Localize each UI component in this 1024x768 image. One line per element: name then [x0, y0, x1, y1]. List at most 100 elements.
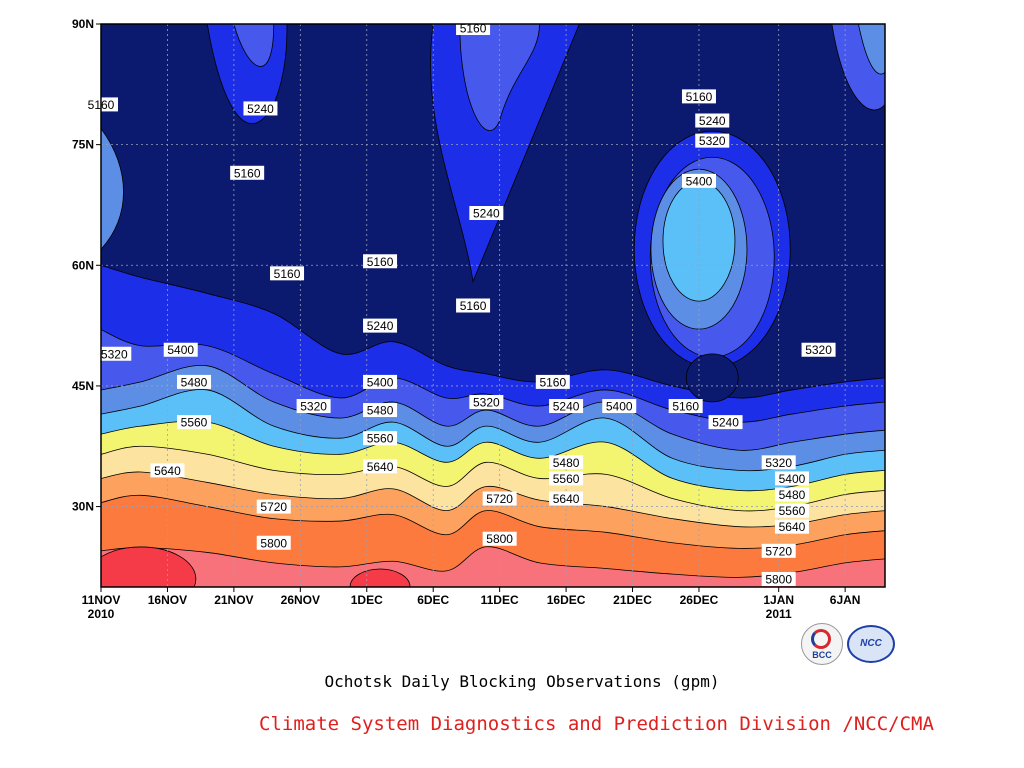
contour-label-box: [97, 346, 132, 361]
contour-label-text: 5480: [779, 488, 806, 502]
contour-label-5320: 5320: [695, 133, 730, 148]
isoline-5480: [101, 420, 885, 492]
contour-label-text: 5240: [473, 207, 500, 221]
contour-label-box: [549, 491, 584, 506]
isoline-5640: [101, 471, 885, 528]
isoline-5320: [101, 364, 885, 451]
contour-label-5800: 5800: [761, 571, 796, 586]
contour-label-5320: 5320: [801, 342, 836, 357]
contour-label-text: 5640: [553, 492, 580, 506]
y-tick-label: 90N: [72, 17, 94, 31]
contour-label-text: 5640: [154, 464, 181, 478]
contour-label-5640: 5640: [549, 491, 584, 506]
contour-label-5320: 5320: [761, 455, 796, 470]
contour-label-text: 5800: [765, 572, 792, 586]
warm-core-2: [349, 568, 411, 587]
contour-label-text: 5400: [606, 400, 633, 414]
ncc-logo-text: NCC: [860, 638, 882, 649]
contour-label-box: [774, 503, 809, 518]
contour-label-5160: 5160: [456, 21, 491, 36]
bcc-logo: BCC: [801, 623, 843, 665]
contour-label-text: 5720: [260, 500, 287, 514]
contour-label-box: [177, 415, 212, 430]
contour-label-text: 5480: [181, 375, 208, 389]
contour-label-5560: 5560: [363, 431, 398, 446]
contour-label-text: 5240: [553, 400, 580, 414]
x-tick-sublabel: 2011: [766, 607, 792, 621]
grid-lines: [101, 24, 885, 587]
contour-label-box: [681, 89, 716, 104]
isoline-5400: [101, 389, 885, 472]
contour-label-5560: 5560: [549, 471, 584, 486]
contour-label-text: 5400: [167, 343, 194, 357]
y-tick-label: 75N: [72, 138, 94, 152]
contour-label-5720: 5720: [256, 499, 291, 514]
contour-label-box: [535, 374, 570, 389]
contour-label-box: [482, 531, 517, 546]
contour-label-box: [363, 254, 398, 269]
contour-label-text: 5320: [300, 400, 327, 414]
x-tick-label: 11NOV: [82, 593, 121, 607]
contour-label-5400: 5400: [681, 173, 716, 188]
contour-label-5240: 5240: [243, 101, 278, 116]
contour-label-text: 5640: [367, 460, 394, 474]
y-axis: 30N 45N 60N 75N 90N: [72, 17, 101, 514]
contour-label-box: [230, 165, 265, 180]
contour-label-5240: 5240: [708, 415, 743, 430]
contour-label-box: [363, 459, 398, 474]
contour-label-box: [363, 431, 398, 446]
contour-label-text: 5160: [460, 22, 487, 36]
contour-label-box: [761, 455, 796, 470]
contour-label-box: [695, 133, 730, 148]
contour-label-text: 5160: [672, 400, 699, 414]
contour-label-box: [549, 471, 584, 486]
bcc-logo-text: BCC: [812, 650, 832, 660]
contour-label-5160: 5160: [230, 165, 265, 180]
contour-label-box: [256, 535, 291, 550]
contour-label-text: 5160: [234, 166, 261, 180]
contour-label-5160: 5160: [270, 266, 305, 281]
contour-label-5400: 5400: [163, 342, 198, 357]
contour-label-5400: 5400: [774, 471, 809, 486]
y-tick-label: 60N: [72, 258, 94, 272]
contour-label-box: [469, 395, 504, 410]
contour-label-box: [256, 499, 291, 514]
contour-label-text: 5320: [805, 343, 832, 357]
contour-label-box: [549, 399, 584, 414]
contour-label-5320: 5320: [469, 395, 504, 410]
contour-label-5480: 5480: [177, 374, 212, 389]
contour-label-text: 5800: [486, 532, 513, 546]
isoline-5560: [101, 445, 885, 512]
bcc-swirl-icon: [811, 629, 831, 649]
contour-label-box: [150, 463, 185, 478]
contour-label-text: 5160: [686, 90, 713, 104]
contour-label-5640: 5640: [774, 519, 809, 534]
contour-label-text: 5480: [553, 456, 580, 470]
contour-label-text: 5240: [699, 114, 726, 128]
contour-label-5480: 5480: [774, 487, 809, 502]
contour-label-text: 5400: [779, 472, 806, 486]
contour-label-box: [695, 113, 730, 128]
contour-label-5400: 5400: [602, 399, 637, 414]
contour-label-5160: 5160: [456, 298, 491, 313]
contour-label-box: [363, 403, 398, 418]
contour-label-5160: 5160: [668, 399, 703, 414]
contour-label-text: 5160: [539, 375, 566, 389]
contour-label-box: [774, 519, 809, 534]
contour-labels: 5160 5240 5160 5160 5240 5160 5160 5160 5240 5320…: [84, 21, 836, 586]
contour-features: [101, 24, 885, 403]
contour-label-5720: 5720: [482, 491, 517, 506]
contour-label-text: 5720: [765, 544, 792, 558]
contour-label-5480: 5480: [549, 455, 584, 470]
contour-label-text: 5560: [779, 504, 806, 518]
contour-label-box: [774, 471, 809, 486]
contour-label-5240: 5240: [363, 318, 398, 333]
contour-label-box: [708, 415, 743, 430]
contour-label-text: 5160: [367, 255, 394, 269]
isoline-5240: [101, 329, 885, 423]
contour-label-box: [761, 543, 796, 558]
contour-label-box: [668, 399, 703, 414]
contour-label-5480: 5480: [363, 403, 398, 418]
closed-low: [685, 353, 739, 403]
